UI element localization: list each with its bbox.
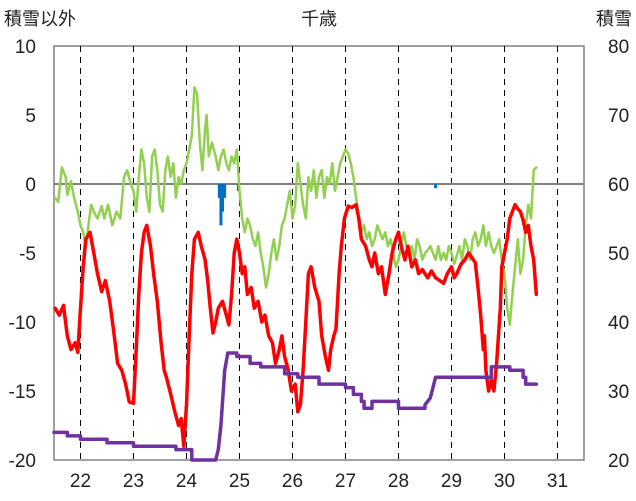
right-tick-label: 60 xyxy=(608,175,629,196)
x-tick-label: 30 xyxy=(494,471,515,492)
left-tick-labels: 10 5 0 -5 -10 -15 -20 xyxy=(9,37,36,472)
x-tick-label: 23 xyxy=(123,471,144,492)
purple-series-line xyxy=(52,351,539,462)
x-tick-label: 27 xyxy=(335,471,356,492)
x-tick-labels: 22 23 24 25 26 27 28 29 30 31 xyxy=(70,471,568,492)
left-axis-title: 積雪以外 xyxy=(4,9,76,30)
x-tick-label: 25 xyxy=(229,471,250,492)
left-tick-label: -5 xyxy=(19,244,36,265)
x-tick-label: 28 xyxy=(388,471,409,492)
series-lines xyxy=(52,86,539,462)
right-tick-label: 20 xyxy=(608,451,629,472)
blue-bar xyxy=(434,184,438,189)
green-series-line xyxy=(53,86,538,327)
right-tick-labels: 80 70 60 50 40 30 20 xyxy=(608,37,629,472)
right-tick-label: 50 xyxy=(608,244,629,265)
x-tick-label: 29 xyxy=(441,471,462,492)
x-tick-label: 24 xyxy=(176,471,198,492)
left-tick-label: -15 xyxy=(9,382,36,403)
blue-bar xyxy=(217,184,221,198)
red-series-line xyxy=(53,202,539,448)
left-tick-label: 5 xyxy=(25,106,36,127)
left-tick-label: 10 xyxy=(15,37,36,58)
left-tick-label: -10 xyxy=(9,313,36,334)
x-tick-label: 31 xyxy=(547,471,568,492)
left-tick-label: 0 xyxy=(25,175,36,196)
right-tick-label: 30 xyxy=(608,382,629,403)
blue-bar xyxy=(221,184,225,212)
x-tick-label: 22 xyxy=(70,471,91,492)
x-tick-label: 26 xyxy=(282,471,303,492)
chart-title: 千歳 xyxy=(301,9,337,30)
right-tick-label: 80 xyxy=(608,37,629,58)
right-tick-label: 40 xyxy=(608,313,629,334)
right-tick-label: 70 xyxy=(608,106,629,127)
left-tick-label: -20 xyxy=(9,451,36,472)
right-axis-title: 積雪 xyxy=(596,9,632,30)
blue-bar xyxy=(223,184,227,198)
blue-bar xyxy=(219,184,223,226)
